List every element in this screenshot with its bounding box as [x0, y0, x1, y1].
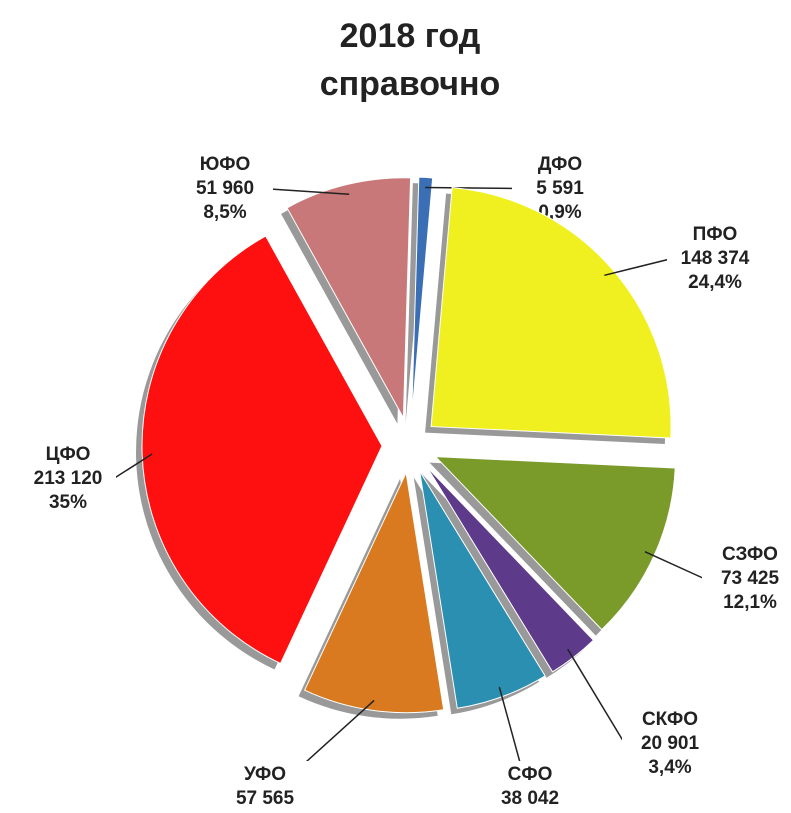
chart-title: 2018 год [340, 17, 481, 55]
percent-label: 3,4% [648, 757, 691, 778]
percent-label: 35% [49, 492, 87, 513]
leader-line [567, 648, 626, 745]
value-label: 57 565 [236, 788, 295, 809]
slice-label: ЦФО [46, 444, 91, 465]
percent-label: 24,4% [688, 272, 742, 293]
value-label: 51 960 [196, 178, 254, 199]
label-bg [622, 706, 718, 778]
slice-label: СФО [508, 764, 553, 785]
value-label: 73 425 [721, 568, 780, 589]
slice [286, 177, 412, 420]
label-bg [482, 761, 578, 813]
label-bg [217, 761, 313, 813]
value-label: 20 901 [641, 733, 700, 754]
slice [419, 471, 546, 709]
slice-label: ПФО [693, 224, 738, 245]
slice-label: СЗФО [722, 544, 778, 565]
slice [411, 176, 434, 418]
label-bg [702, 541, 791, 613]
label-bg [667, 221, 763, 293]
percent-label: 8,5% [203, 202, 246, 223]
slice [430, 186, 672, 439]
slice-label: СКФО [642, 709, 698, 730]
slice-label: УФО [244, 764, 286, 785]
label-bg [177, 151, 273, 223]
chart-subtitle: справочно [320, 65, 501, 103]
percent-label: 12,1% [723, 592, 777, 613]
slice [426, 466, 595, 673]
leader-line [269, 188, 350, 196]
slice-label: ЮФО [200, 154, 251, 175]
value-label: 213 120 [34, 468, 103, 489]
leader-line [604, 258, 671, 277]
label-bg [20, 441, 116, 513]
slice [303, 471, 445, 714]
slice [141, 235, 383, 665]
slice-label: ДФО [538, 154, 582, 175]
value-label: 5 591 [536, 178, 584, 199]
leader-line [112, 453, 153, 480]
value-label: 148 374 [681, 248, 750, 269]
value-label: 38 042 [501, 788, 559, 809]
leader-line [644, 551, 706, 580]
